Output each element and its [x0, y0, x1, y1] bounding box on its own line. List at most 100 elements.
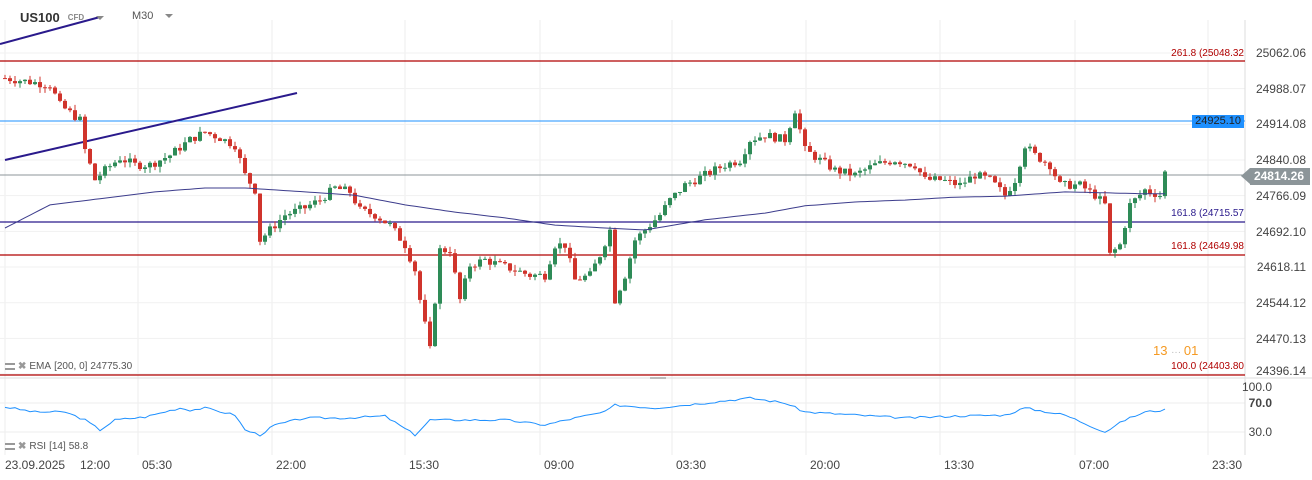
candle-bearish [798, 113, 802, 130]
candle-bullish [18, 81, 22, 84]
candle-bearish [1093, 189, 1097, 199]
candle-bullish [638, 233, 642, 241]
candle-bullish [198, 131, 202, 141]
candle-bearish [543, 273, 547, 280]
candle-bearish [993, 176, 997, 183]
candle-bearish [403, 240, 407, 249]
candle-bullish [778, 134, 782, 142]
candle-bullish [1078, 181, 1082, 185]
candle-bearish [568, 247, 572, 259]
rsi-legend[interactable]: ✖ RSI [14] 58.8 [5, 441, 88, 452]
candle-bearish [913, 166, 917, 169]
candle-bearish [348, 186, 352, 193]
candle-bearish [528, 273, 532, 277]
candle-bearish [1108, 203, 1112, 253]
candle-bullish [663, 205, 667, 216]
candle-bullish [703, 170, 707, 176]
candle-bearish [68, 108, 72, 111]
candle-bearish [453, 253, 457, 273]
time-tick-label: 20:00 [810, 458, 841, 472]
candle-bullish [148, 162, 152, 168]
candle-bearish [123, 160, 127, 163]
candle-bullish [78, 116, 82, 120]
candle-bearish [303, 205, 307, 209]
candle-bullish [868, 165, 872, 170]
rsi-tick-label: 100.0 [1241, 380, 1272, 394]
timer-minutes: 13 [1153, 343, 1168, 358]
candle-bullish [768, 132, 772, 139]
ema-legend[interactable]: ✖ EMA [200, 0] 24775.30 [5, 361, 132, 372]
chevron-down-icon [96, 15, 105, 20]
candle-bullish [483, 258, 487, 260]
candle-bullish [533, 274, 537, 277]
close-icon[interactable]: ✖ [18, 361, 27, 372]
alert-price-tag[interactable]: 24925.10 [1192, 115, 1244, 128]
candle-bearish [383, 220, 387, 224]
candle-bullish [1028, 146, 1032, 149]
candle-bullish [33, 82, 37, 85]
candle-bullish [893, 162, 897, 165]
candle-bearish [203, 131, 207, 133]
candle-bearish [58, 93, 62, 101]
candle-bearish [733, 162, 737, 166]
time-tick-label: 12:00 [80, 458, 111, 472]
time-tick-label: 15:30 [409, 458, 440, 472]
instrument-type: CFD [67, 13, 85, 22]
candle-bearish [693, 182, 697, 185]
candle-bearish [318, 200, 322, 202]
ema-line [4, 187, 1165, 231]
candle-bullish [618, 290, 622, 304]
candle-bullish [493, 261, 497, 265]
candle-bearish [228, 139, 232, 147]
candle-bearish [218, 138, 222, 142]
candle-bearish [773, 132, 777, 142]
candle-bearish [883, 161, 887, 163]
time-tick-label: 05:30 [142, 458, 173, 472]
candle-bullish [643, 230, 647, 234]
candle-bullish [163, 158, 167, 161]
candle-bullish [598, 257, 602, 264]
candle-bullish [833, 167, 837, 170]
candle-bearish [358, 203, 362, 207]
candle-bullish [433, 303, 437, 347]
price-tick-label: 24840.08 [1255, 153, 1306, 167]
candle-bullish [108, 166, 112, 168]
price-tick-label: 24618.11 [1256, 260, 1306, 274]
candle-timer: 13 ··· 01 [1153, 343, 1199, 358]
ema-value: 24775.30 [90, 361, 133, 372]
candle-bullish [873, 163, 877, 166]
fib-261-label: 261.8 (25048.32 [1171, 48, 1244, 59]
settings-icon[interactable] [5, 443, 15, 450]
candle-bearish [938, 176, 942, 180]
candle-bullish [743, 154, 747, 164]
candle-bullish [753, 140, 757, 142]
candle-bearish [443, 248, 447, 253]
candle-bearish [1153, 193, 1157, 197]
candle-bullish [308, 204, 312, 209]
timeframe-selector[interactable]: M30 [132, 10, 174, 22]
price-tick-label: 24544.12 [1255, 296, 1306, 310]
fib-161-red-label: 161.8 (24649.98 [1171, 241, 1244, 252]
candle-bullish [1098, 196, 1102, 199]
time-tick-label: 23.09.2025 [5, 458, 66, 472]
candle-bullish [793, 113, 797, 129]
symbol-selector[interactable]: US100 CFD [20, 10, 105, 25]
candle-bullish [728, 162, 732, 168]
candle-bearish [488, 258, 492, 265]
candle-bullish [958, 182, 962, 186]
candle-bullish [668, 198, 672, 206]
settings-icon[interactable] [5, 363, 15, 370]
candle-bullish [188, 136, 192, 143]
close-icon[interactable]: ✖ [18, 441, 27, 452]
price-tick-label: 25062.06 [1255, 46, 1306, 60]
candle-bearish [423, 299, 427, 322]
candle-bullish [1063, 181, 1067, 183]
candle-bullish [183, 142, 187, 151]
candle-bearish [928, 176, 932, 180]
candle-bearish [38, 82, 42, 88]
candle-bullish [1128, 203, 1132, 228]
time-tick-label: 07:00 [1079, 458, 1110, 472]
candle-bearish [73, 110, 77, 120]
candle-bullish [1013, 182, 1017, 192]
